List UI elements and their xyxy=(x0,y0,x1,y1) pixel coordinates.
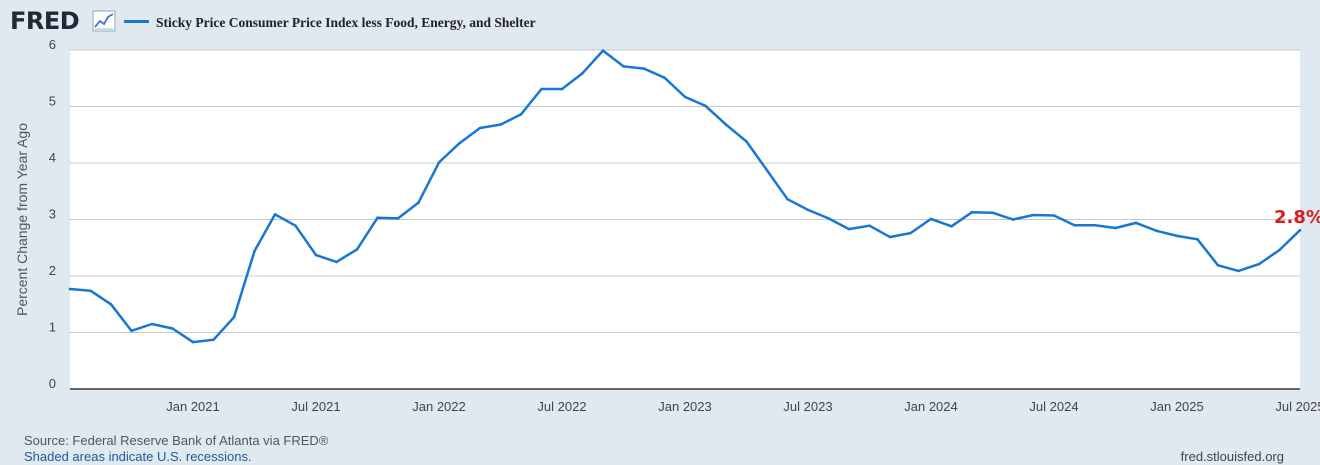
fred-logo[interactable]: FRED xyxy=(10,7,80,35)
data-point xyxy=(745,140,748,143)
data-point xyxy=(847,227,851,231)
data-point xyxy=(1093,223,1097,227)
data-point xyxy=(396,217,400,220)
data-point xyxy=(765,169,769,172)
data-point xyxy=(1175,234,1179,238)
data-point xyxy=(335,260,338,264)
data-point xyxy=(314,253,318,257)
data-point xyxy=(253,249,256,253)
recession-note: Shaded areas indicate U.S. recessions. xyxy=(24,449,252,464)
data-point xyxy=(950,225,953,228)
data-point xyxy=(437,161,441,164)
data-point xyxy=(560,87,564,91)
data-point xyxy=(417,201,420,204)
data-point xyxy=(601,49,605,52)
data-point xyxy=(1073,223,1076,227)
data-point xyxy=(991,211,994,214)
data-point xyxy=(109,303,113,306)
legend-label: Sticky Price Consumer Price Index less F… xyxy=(156,15,536,30)
data-point xyxy=(868,224,871,227)
data-point xyxy=(786,197,789,201)
data-point xyxy=(458,141,461,145)
y-tick-label: 0 xyxy=(49,376,56,391)
data-point xyxy=(683,95,687,99)
data-point xyxy=(294,224,297,227)
data-point xyxy=(929,217,933,221)
data-point xyxy=(909,231,912,235)
y-tick-label: 2 xyxy=(49,263,56,278)
x-tick-label: Jan 2021 xyxy=(166,399,220,414)
data-point xyxy=(191,340,195,344)
data-point xyxy=(89,289,92,293)
data-point xyxy=(130,329,133,333)
y-axis-title: Percent Change from Year Ago xyxy=(14,123,30,316)
data-point xyxy=(1114,226,1117,230)
source-note: Source: Federal Reserve Bank of Atlanta … xyxy=(24,433,329,448)
data-point xyxy=(171,327,174,330)
data-point xyxy=(1196,238,1199,241)
data-point xyxy=(499,123,502,126)
data-point xyxy=(1237,269,1240,273)
data-point xyxy=(540,87,543,91)
x-tick-label: Jul 2022 xyxy=(537,399,586,414)
data-point xyxy=(622,65,625,68)
y-tick-label: 1 xyxy=(49,320,56,335)
legend-swatch xyxy=(124,20,149,23)
line-chart-icon xyxy=(92,10,116,32)
data-point xyxy=(1134,221,1138,225)
y-tick-label: 4 xyxy=(49,150,56,165)
x-tick-label: Jan 2022 xyxy=(412,399,466,414)
data-point xyxy=(1257,262,1261,266)
data-point xyxy=(1032,213,1035,217)
data-point xyxy=(642,67,646,70)
data-point xyxy=(519,113,523,116)
chart-header: FRED Sticky Price Consumer Price Index l… xyxy=(8,6,908,36)
data-point xyxy=(478,126,482,130)
x-tick-label: Jan 2024 xyxy=(904,399,958,414)
x-tick-label: Jul 2025 xyxy=(1275,399,1320,414)
data-point xyxy=(212,338,215,342)
data-point xyxy=(1052,214,1056,217)
data-point xyxy=(273,213,277,216)
data-point xyxy=(827,217,830,220)
site-link[interactable]: fred.stlouisfed.org xyxy=(1180,449,1284,464)
last-value-label: 2.8% xyxy=(1274,207,1320,228)
x-tick-label: Jan 2025 xyxy=(1150,399,1204,414)
data-point xyxy=(68,287,72,291)
data-point xyxy=(724,123,728,126)
data-point xyxy=(1155,229,1158,233)
x-tick-label: Jul 2023 xyxy=(783,399,832,414)
data-point xyxy=(1216,264,1220,267)
data-point xyxy=(355,248,359,251)
data-point xyxy=(376,216,379,220)
y-axis-ticks: 0 1 2 3 4 5 6 xyxy=(49,37,56,391)
data-points xyxy=(68,49,1302,344)
y-tick-label: 6 xyxy=(49,37,56,52)
y-tick-label: 5 xyxy=(49,94,56,109)
x-tick-label: Jul 2021 xyxy=(291,399,340,414)
x-axis-ticks: Jan 2021 Jul 2021 Jan 2022 Jul 2022 Jan 2023… xyxy=(166,399,1320,414)
data-point xyxy=(1011,218,1015,221)
data-point xyxy=(704,104,707,108)
x-tick-label: Jul 2024 xyxy=(1029,399,1078,414)
data-point xyxy=(970,210,974,214)
gridlines xyxy=(70,49,1300,333)
y-tick-label: 3 xyxy=(49,207,56,222)
x-tick-label: Jan 2023 xyxy=(658,399,712,414)
data-point xyxy=(232,315,236,319)
data-point xyxy=(1278,248,1281,252)
data-point xyxy=(1298,228,1302,232)
data-point xyxy=(581,71,584,75)
data-point xyxy=(806,208,810,212)
data-point xyxy=(150,322,154,326)
data-point xyxy=(663,76,666,79)
data-point xyxy=(888,235,892,239)
